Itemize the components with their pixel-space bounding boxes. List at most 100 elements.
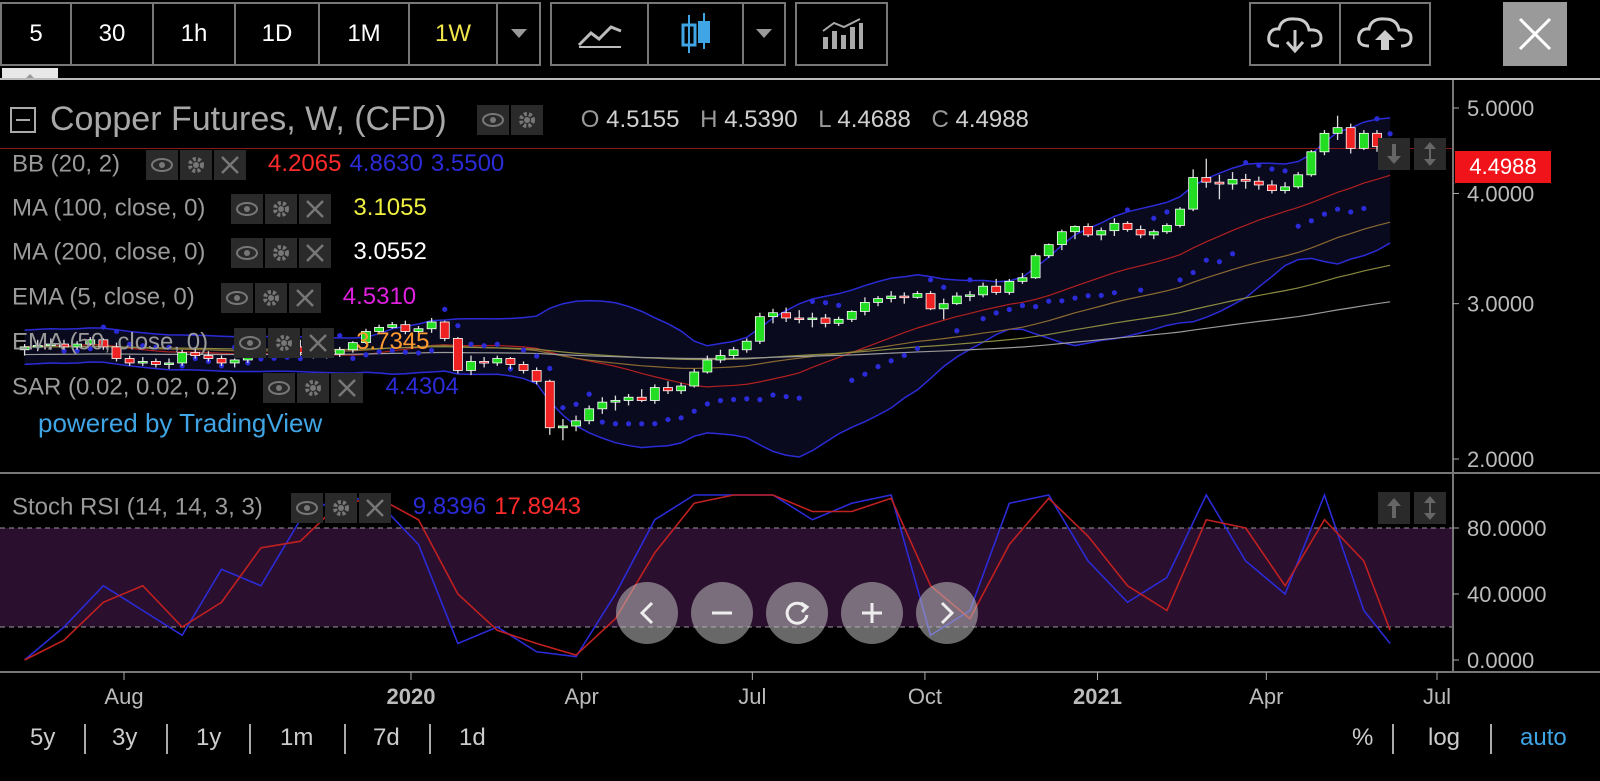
- interval-1h-button[interactable]: 1h: [154, 4, 236, 64]
- sar-dot: [901, 352, 907, 358]
- expand-pane-button[interactable]: [1414, 492, 1446, 524]
- eye-icon[interactable]: [231, 238, 264, 268]
- scroll-left-button[interactable]: [616, 582, 678, 644]
- candle-body: [1030, 255, 1041, 279]
- cloud-upload-button[interactable]: [1341, 4, 1429, 64]
- range-3y-button[interactable]: 3y: [112, 724, 138, 751]
- interval-1d-button[interactable]: 1D: [236, 4, 320, 64]
- sar-dot: [1387, 131, 1393, 137]
- eye-icon[interactable]: [146, 150, 179, 180]
- candle-body: [229, 359, 240, 364]
- gear-icon[interactable]: [254, 283, 287, 313]
- sar-dot: [389, 347, 395, 354]
- move-pane-down-button[interactable]: [1378, 138, 1410, 170]
- move-pane-up-button[interactable]: [1378, 492, 1410, 524]
- chart-canvas[interactable]: 5.0000 4.0000 3.0000 2.0000 80.0000 40.0000 0.…: [0, 80, 1600, 720]
- indicator-legend-row: BB (20, 2) 4.2065 4.8630 3.5500: [12, 150, 504, 180]
- candle-body: [1240, 178, 1251, 182]
- candle-body: [768, 312, 778, 318]
- line-chart-button[interactable]: [552, 4, 649, 64]
- chevron-right-icon: [940, 601, 955, 625]
- candlestick-button[interactable]: [649, 4, 744, 64]
- cloud-download-button[interactable]: [1251, 4, 1341, 64]
- remove-icon[interactable]: [299, 194, 332, 224]
- price-tick-label: 4.0000: [1467, 181, 1534, 206]
- remove-icon[interactable]: [331, 373, 364, 403]
- sar-dot: [599, 419, 605, 425]
- eye-icon[interactable]: [290, 493, 323, 523]
- top-divider: [0, 78, 1600, 80]
- branding-text[interactable]: powered by TradingView: [38, 408, 323, 438]
- remove-icon[interactable]: [288, 283, 321, 313]
- gear-icon[interactable]: [265, 194, 298, 224]
- sar-dot: [468, 341, 474, 347]
- interval-5-button[interactable]: 5: [2, 4, 72, 64]
- candle-body: [965, 294, 975, 297]
- sar-dot: [612, 421, 619, 427]
- eye-icon[interactable]: [263, 373, 296, 403]
- collapse-icon[interactable]: [10, 106, 36, 133]
- candle-body: [400, 324, 411, 332]
- interval-dropdown-button[interactable]: [498, 4, 539, 64]
- sar-dot: [731, 396, 737, 403]
- time-tick-label: Apr: [1249, 684, 1283, 709]
- eye-icon[interactable]: [476, 104, 509, 135]
- candle-body: [1319, 132, 1330, 153]
- eye-icon[interactable]: [231, 194, 264, 224]
- interval-1m-button[interactable]: 1M: [320, 4, 410, 64]
- indicators-group: [795, 2, 888, 66]
- close-button[interactable]: [1503, 2, 1567, 66]
- scroll-right-button[interactable]: [916, 582, 978, 644]
- eye-icon[interactable]: [220, 283, 253, 313]
- range-7d-button[interactable]: 7d: [373, 724, 400, 751]
- sar-dot: [560, 405, 566, 411]
- log-scale-button[interactable]: log: [1428, 724, 1461, 751]
- candle-body: [951, 295, 962, 305]
- indicator-legend-row: EMA (50, close, 0) 3.7345: [12, 328, 429, 358]
- indicator-name: Stoch RSI (14, 14, 3, 3): [12, 493, 263, 521]
- candle-body: [925, 293, 936, 310]
- reset-icon: [785, 601, 810, 625]
- reset-chart-button[interactable]: [766, 582, 828, 644]
- sar-dot: [1111, 290, 1117, 296]
- range-5y-button[interactable]: 5y: [30, 724, 56, 751]
- candle-body: [518, 364, 529, 371]
- interval-30-button[interactable]: 30: [72, 4, 154, 64]
- gear-icon[interactable]: [268, 328, 301, 358]
- sar-dot: [337, 332, 343, 339]
- expand-vertical-icon: [1424, 142, 1436, 166]
- candle-body: [846, 311, 857, 320]
- interval-1w-button[interactable]: 1W: [410, 4, 498, 64]
- remove-icon[interactable]: [302, 328, 335, 358]
- remove-icon[interactable]: [214, 150, 247, 180]
- gear-icon[interactable]: [324, 493, 357, 523]
- remove-icon[interactable]: [299, 238, 332, 268]
- sar-dot: [822, 300, 829, 306]
- indicator-value: 3.0552: [353, 238, 427, 266]
- price-pane: [0, 115, 1453, 458]
- range-1m-button[interactable]: 1m: [280, 724, 314, 751]
- gear-icon[interactable]: [180, 150, 213, 180]
- candle-body: [623, 396, 634, 401]
- remove-icon[interactable]: [358, 493, 391, 523]
- last-price-tag: 4.4988: [1455, 151, 1551, 183]
- gear-icon[interactable]: [265, 238, 298, 268]
- auto-scale-button[interactable]: auto: [1520, 724, 1567, 751]
- zoom-in-button[interactable]: [841, 582, 903, 644]
- eye-icon[interactable]: [234, 328, 267, 358]
- stoch-tick-label: 0.0000: [1467, 648, 1534, 673]
- expand-pane-button[interactable]: [1414, 138, 1446, 170]
- candle-body: [361, 331, 371, 344]
- gear-icon[interactable]: [297, 373, 330, 403]
- chart-type-dropdown-button[interactable]: [744, 4, 784, 64]
- indicators-button[interactable]: [797, 4, 886, 64]
- zoom-out-button[interactable]: [691, 582, 753, 644]
- percent-scale-button[interactable]: %: [1352, 724, 1374, 751]
- scroll-tab[interactable]: [2, 68, 58, 80]
- stoch-tick-label: 80.0000: [1467, 516, 1547, 541]
- sar-dot: [665, 416, 671, 423]
- gear-icon[interactable]: [510, 104, 543, 135]
- stoch-k-value: 9.8396: [412, 493, 487, 521]
- range-1d-button[interactable]: 1d: [459, 724, 486, 751]
- range-1y-button[interactable]: 1y: [196, 724, 222, 751]
